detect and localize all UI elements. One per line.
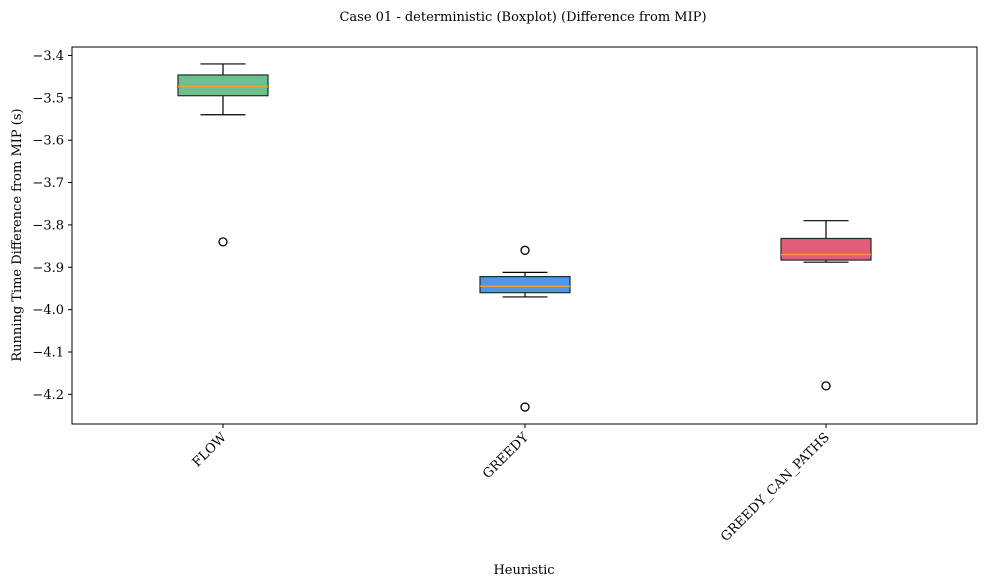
y-tick-label: −4.0 — [32, 303, 64, 318]
box-group — [479, 245, 571, 412]
x-tick-label: GREEDY_CAN_PATHS — [718, 430, 833, 545]
outlier-point — [821, 381, 831, 391]
x-axis-label: Heuristic — [493, 563, 554, 578]
box — [177, 74, 269, 97]
x-tick-label: GREEDY — [480, 430, 532, 482]
box — [780, 237, 872, 261]
box — [479, 275, 571, 294]
chart-title: Case 01 - deterministic (Boxplot) (Diffe… — [339, 10, 706, 25]
x-tick-label: FLOW — [190, 430, 231, 471]
box-group — [780, 220, 872, 391]
y-tick-label: −3.7 — [32, 176, 64, 191]
y-axis: −3.4 −3.5 −3.6 −3.7 −3.8 −3.9 −4.0 −4.1 −4.2 — [32, 49, 72, 403]
y-tick-label: −4.2 — [32, 388, 64, 403]
y-tick-label: −3.6 — [32, 134, 64, 149]
x-axis: FLOW GREEDY GREEDY_CAN_PATHS — [190, 424, 833, 545]
y-tick-label: −3.8 — [32, 218, 64, 233]
y-tick-label: −4.1 — [32, 345, 64, 360]
y-tick-label: −3.5 — [32, 91, 64, 106]
plot-area — [71, 46, 978, 425]
y-tick-label: −3.4 — [32, 49, 64, 64]
outlier-point — [520, 402, 530, 412]
box-group — [177, 63, 269, 247]
boxes — [177, 63, 872, 412]
outlier-point — [218, 237, 228, 247]
y-axis-label: Running Time Difference from MIP (s) — [10, 108, 25, 361]
y-tick-label: −3.9 — [32, 261, 64, 276]
outlier-point — [520, 245, 530, 255]
